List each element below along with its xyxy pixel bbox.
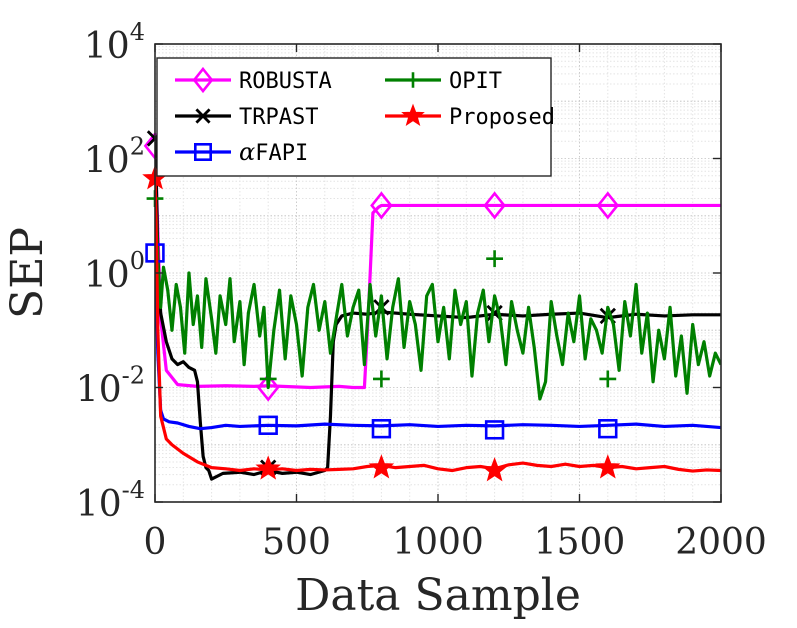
legend-entry-robusta: ROBUSTA [175,66,332,94]
series-marker-proposed [255,455,281,480]
series-proposed [142,165,721,482]
x-tick-label: 0 [144,522,167,563]
legend-label-trpast: TRPAST [239,105,318,130]
x-tick-label: 1500 [534,522,626,563]
legend-label-robusta: ROBUSTA [239,69,332,94]
legend-marker-trpast [195,108,211,124]
x-axis-label: Data Sample [295,570,581,621]
series-marker-robusta [483,191,506,220]
series-marker-fapi [484,420,505,440]
series-marker-proposed [368,454,395,479]
legend-marker-fapi [194,143,213,162]
y-axis-label: SEP [2,227,53,319]
series-marker-opit [373,370,390,388]
series-marker-proposed [595,454,621,479]
y-tick-label: 10-4 [76,476,145,525]
y-tick-label: 104 [84,18,145,67]
x-tick-label: 500 [262,522,331,563]
legend: ROBUSTA OPIT TRPAST Proposed αFAPI [156,57,555,177]
legend-label-opit: OPIT [449,69,502,94]
legend-marker-proposed [401,103,425,127]
series-marker-opit [486,250,503,268]
series-line-proposed [155,175,721,473]
series-line-robusta [155,146,721,390]
legend-entry-opit: OPIT [385,69,502,94]
series-marker-proposed [481,457,508,482]
legend-entry-trpast: TRPAST [175,105,318,130]
y-tick-label: 10-2 [76,362,145,411]
legend-marker-opit [405,72,421,88]
series-marker-fapi [598,419,618,439]
y-tick-label: 102 [84,133,145,182]
legend-marker-robusta [192,66,214,94]
series-marker-robusta [370,191,393,220]
legend-entry-proposed: Proposed [385,103,555,130]
legend-label-proposed: Proposed [449,105,555,130]
x-tick-label: 2000 [675,522,767,563]
series-marker-opit [599,370,617,388]
x-tick-label: 1000 [392,522,484,563]
legend-label-fapi: αFAPI [239,138,308,166]
series-line-trpast [155,141,721,481]
series-marker-fapi [258,415,278,435]
series-marker-fapi [371,419,392,439]
legend-entry-fapi: αFAPI [175,138,308,166]
series-line-fapi [155,250,721,431]
series-marker-robusta [256,373,280,402]
series-marker-robusta [596,191,620,220]
ticks: 0 500 1000 1500 2000 10-4 10-2 100 102 104 [76,18,767,563]
y-tick-label: 100 [84,247,145,296]
series-marker-opit [259,370,277,388]
series-line-opit [155,181,721,401]
series-fapi [145,243,721,440]
